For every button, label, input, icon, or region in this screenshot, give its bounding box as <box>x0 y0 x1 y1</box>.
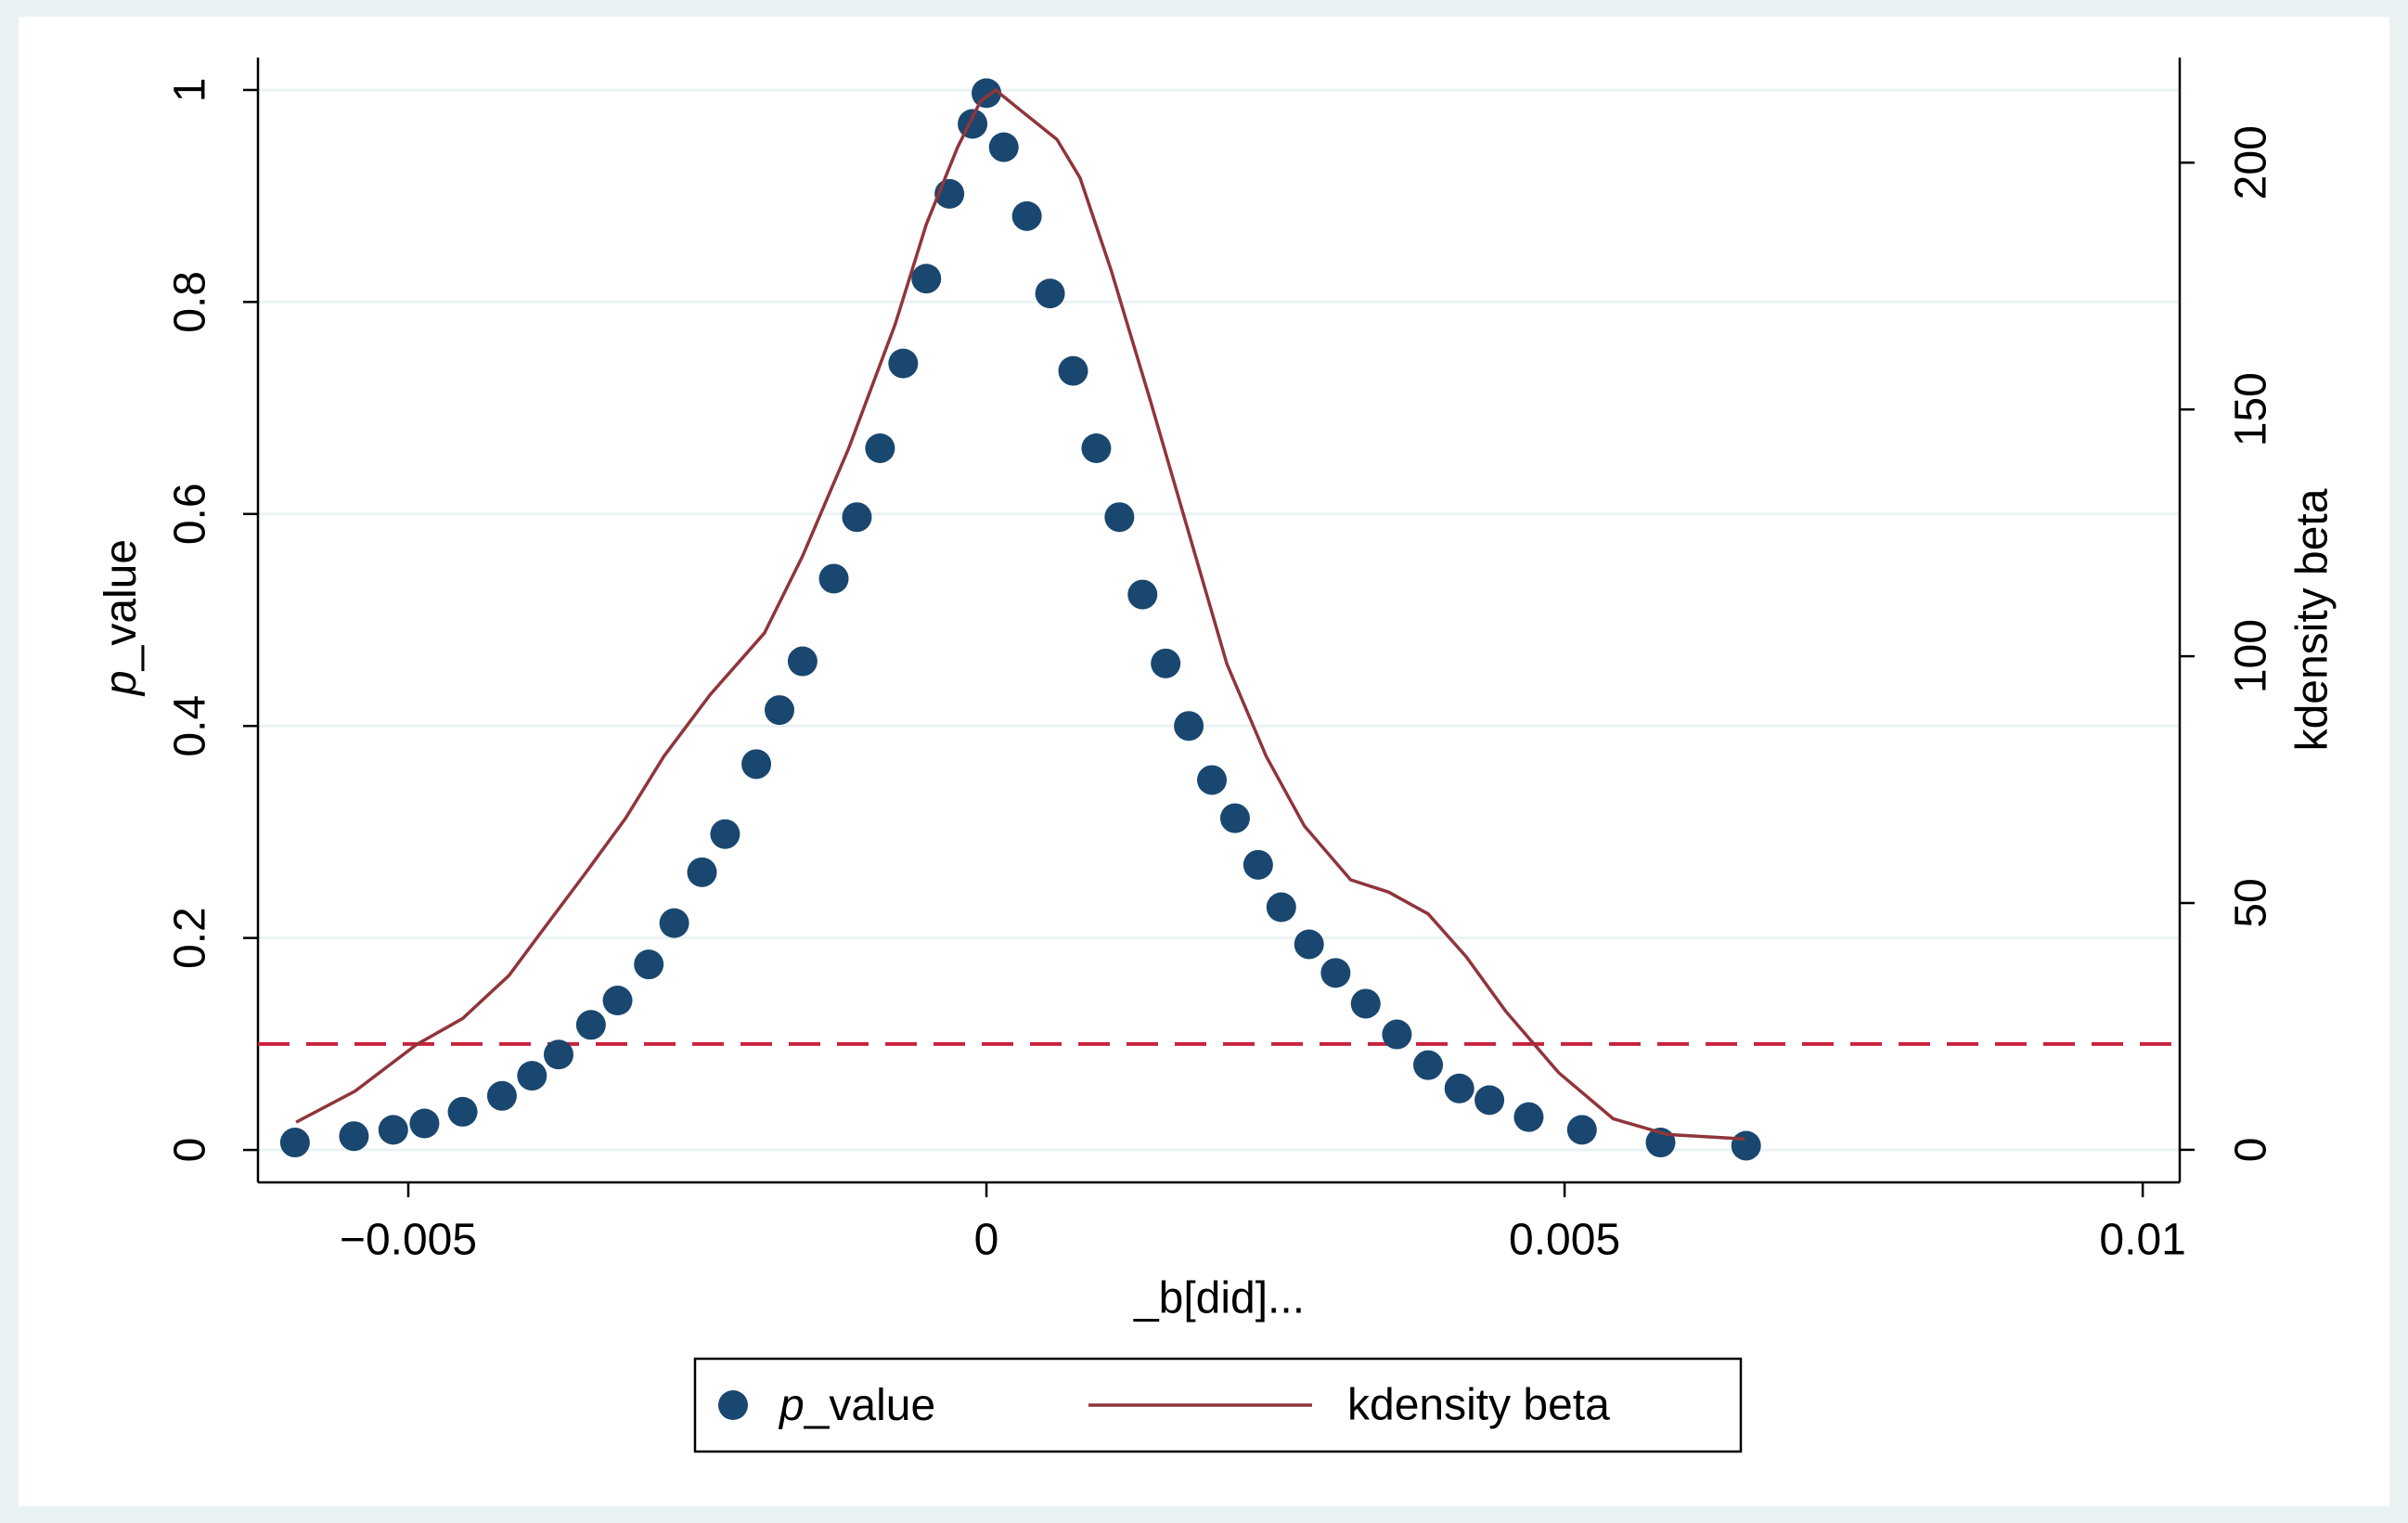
scatter-point <box>764 695 794 726</box>
scatter-point <box>787 646 818 677</box>
scatter-point <box>1566 1115 1597 1145</box>
scatter-point <box>1266 892 1296 923</box>
scatter-point <box>1011 200 1042 231</box>
y-tick-label: 0.6 <box>166 483 215 545</box>
scatter-point <box>517 1061 547 1091</box>
scatter-point <box>1513 1102 1544 1132</box>
scatter-point <box>1104 502 1135 533</box>
scatter-point <box>575 1010 606 1040</box>
y-tick-label: 1 <box>166 78 215 103</box>
x-tick-label: 0.01 <box>2099 1216 2185 1265</box>
scatter-point <box>865 432 895 463</box>
scatter-point <box>339 1121 369 1152</box>
y-tick-label: 0 <box>166 1138 215 1163</box>
density-line <box>295 87 1745 1141</box>
scatter-point <box>1320 958 1351 988</box>
scatter-point <box>888 348 919 379</box>
y-axis-title: p_value <box>97 539 146 697</box>
scatter-point <box>972 78 1002 109</box>
scatter-point <box>1081 432 1112 463</box>
scatter-point <box>1243 849 1273 880</box>
scatter-point <box>1444 1073 1474 1104</box>
scatter-point <box>818 563 849 594</box>
scatter-point <box>1127 579 1158 610</box>
x-tick-label: 0.005 <box>1509 1216 1620 1265</box>
y2-axis-title: kdensity beta <box>2288 488 2337 751</box>
scatter-point <box>988 132 1019 162</box>
y-tick-label: 0.2 <box>166 907 215 969</box>
scatter-point <box>958 109 988 139</box>
scatter-point <box>1294 929 1324 960</box>
scatter-point <box>1731 1130 1761 1161</box>
y2-tick-label: 100 <box>2227 619 2276 693</box>
scatter-point <box>710 819 740 849</box>
scatter-point <box>659 908 689 938</box>
scatter-point <box>543 1039 573 1070</box>
scatter-point <box>1197 765 1228 795</box>
scatter-point <box>279 1128 310 1158</box>
scatter-point <box>1174 711 1204 742</box>
y2-tick-label: 150 <box>2227 372 2276 446</box>
y2-tick-label: 0 <box>2227 1138 2276 1163</box>
y2-tick-label: 50 <box>2227 878 2276 927</box>
scatter-point <box>741 749 772 780</box>
scatter-point <box>1382 1019 1412 1050</box>
legend-label: kdensity beta <box>1347 1381 1610 1430</box>
scatter-point <box>409 1108 440 1139</box>
y2-tick-label: 200 <box>2227 125 2276 200</box>
scatter-point <box>1350 988 1381 1019</box>
legend-marker <box>718 1390 748 1420</box>
scatter-point <box>687 857 717 887</box>
y-tick-label: 0.8 <box>166 271 215 333</box>
scatter-point <box>1219 803 1250 833</box>
scatter-point <box>1151 648 1181 678</box>
scatter-point <box>842 502 872 533</box>
scatter-point <box>602 986 633 1016</box>
x-tick-label: 0 <box>974 1216 999 1265</box>
x-tick-label: −0.005 <box>340 1216 477 1265</box>
chart-background <box>19 17 2389 1506</box>
legend-label: p_value <box>778 1381 935 1430</box>
scatter-point <box>447 1096 478 1127</box>
scatter-point <box>634 949 664 980</box>
scatter-point <box>1035 278 1065 309</box>
scatter-point <box>1413 1050 1444 1080</box>
scatter-point <box>486 1080 517 1111</box>
scatter-point <box>378 1115 408 1145</box>
y-tick-label: 0.4 <box>166 695 215 757</box>
scatter-point <box>1474 1085 1505 1116</box>
x-axis-title: _b[did]... <box>1133 1274 1305 1323</box>
scatter-point <box>1058 355 1088 386</box>
scatter-point <box>911 264 942 294</box>
